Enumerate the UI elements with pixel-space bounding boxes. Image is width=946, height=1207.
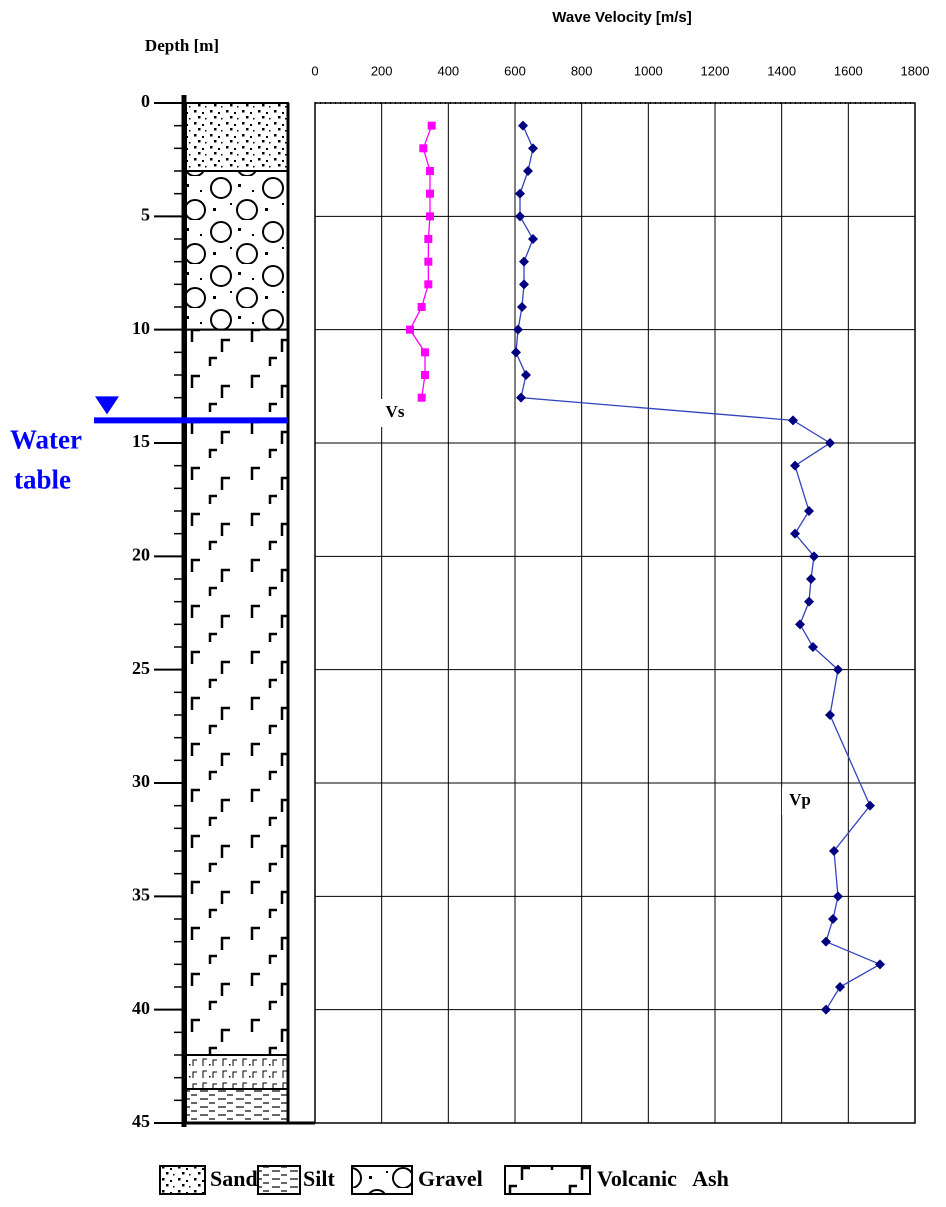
data-point: [424, 235, 433, 243]
label-box: [377, 399, 413, 427]
data-point: [788, 415, 798, 426]
y-tick-label: 0: [141, 91, 150, 111]
data-point: [528, 234, 538, 244]
data-point: [865, 800, 875, 811]
data-point: [519, 256, 529, 267]
data-point: [828, 914, 838, 924]
x-tick-label: 0: [311, 63, 318, 78]
y-tick-label: 15: [132, 431, 150, 451]
data-point: [790, 528, 800, 539]
y-tick-label: 30: [132, 771, 150, 791]
series-line: [515, 125, 882, 1011]
data-point: [519, 279, 529, 290]
plot-frame: [314, 102, 916, 1124]
data-point: [833, 664, 843, 675]
data-point: [426, 189, 434, 198]
data-point: [835, 982, 845, 992]
data-point: [795, 619, 805, 630]
data-point: [511, 347, 521, 358]
data-point: [790, 460, 800, 471]
data-point: [421, 348, 429, 357]
x-tick-label: 1800: [901, 63, 930, 78]
data-point: [808, 642, 818, 652]
legend-swatch: [504, 1165, 591, 1195]
legend-swatch: [257, 1165, 301, 1195]
data-point: [523, 166, 533, 176]
legend-label: Sand: [210, 1166, 258, 1191]
soil-layer: [185, 328, 289, 1056]
x-tick-label: 1200: [701, 63, 730, 78]
x-tick-label: 1400: [767, 63, 796, 78]
data-point: [515, 211, 525, 222]
data-point: [426, 212, 434, 221]
y-tick-label: 45: [132, 1111, 150, 1131]
y-tick-label: 20: [132, 544, 150, 564]
x-tick-label: 1600: [834, 63, 863, 78]
water-table-symbol: [95, 396, 119, 415]
y-axis-title: Depth [m]: [145, 36, 219, 55]
data-point: [417, 303, 426, 311]
x-tick-label: 800: [571, 63, 593, 78]
data-point: [515, 188, 525, 199]
y-tick-label: 25: [132, 658, 150, 678]
legend-label: Silt: [303, 1166, 335, 1191]
legend-label: Gravel: [418, 1166, 483, 1191]
data-point: [518, 120, 528, 131]
x-tick-label: 200: [371, 63, 393, 78]
data-point: [833, 891, 843, 902]
series-label: Vs: [386, 402, 405, 421]
data-point: [426, 167, 434, 175]
data-point: [419, 144, 428, 153]
soil-layer: [185, 1088, 289, 1124]
x-tick-label: 400: [437, 63, 459, 78]
y-tick-label: 40: [132, 998, 150, 1018]
data-point: [804, 596, 814, 607]
data-point: [521, 370, 531, 380]
data-point: [829, 846, 839, 856]
y-tick-label: 35: [132, 884, 150, 904]
soil-layer: [185, 102, 289, 172]
data-point: [806, 574, 816, 584]
y-tick-label: 5: [141, 204, 150, 224]
data-point: [513, 324, 523, 335]
data-point: [528, 143, 538, 154]
data-point: [804, 506, 814, 516]
water-table-label: table: [14, 465, 71, 495]
data-point: [517, 302, 527, 312]
soil-layer: [185, 1054, 289, 1090]
soil-layer: [185, 170, 289, 331]
data-point: [825, 710, 835, 720]
data-point: [825, 438, 835, 448]
x-tick-label: 1000: [634, 63, 663, 78]
legend-label: Volcanic Ash: [597, 1166, 729, 1191]
data-point: [821, 936, 831, 947]
x-tick-label: 600: [504, 63, 526, 78]
data-point: [821, 1004, 831, 1015]
series-label: Vp: [789, 790, 811, 809]
data-point: [421, 371, 429, 379]
data-point: [516, 392, 526, 403]
legend-swatch: [351, 1165, 413, 1195]
water-table-label: Water: [10, 425, 82, 455]
label-box: [782, 787, 818, 815]
x-axis-title: Wave Velocity [m/s]: [552, 9, 692, 26]
data-point: [424, 280, 433, 289]
legend-swatch: [159, 1165, 206, 1195]
data-point: [424, 257, 433, 266]
data-point: [406, 325, 414, 334]
data-point: [417, 393, 426, 402]
data-point: [875, 959, 885, 970]
data-point: [809, 551, 819, 562]
data-point: [427, 121, 436, 130]
y-tick-label: 10: [132, 318, 150, 338]
